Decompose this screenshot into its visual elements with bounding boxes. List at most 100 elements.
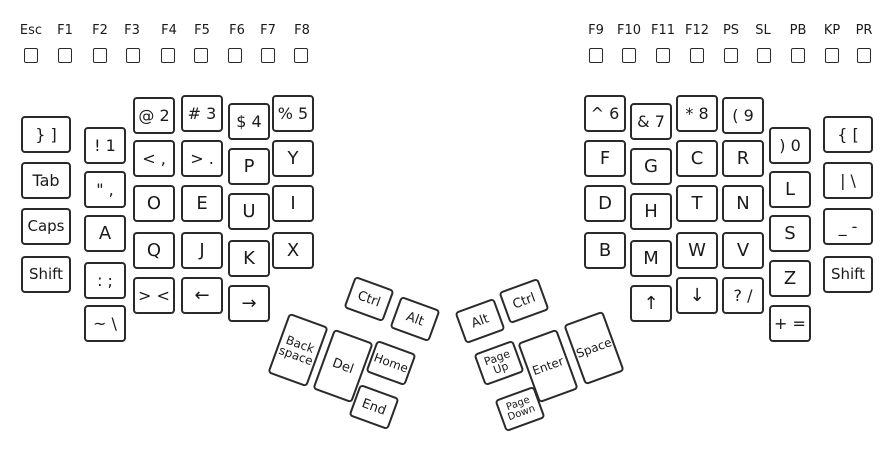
key-x[interactable]: X	[272, 232, 314, 269]
function-key-label: KP	[823, 23, 841, 38]
key-quote[interactable]: " ,	[84, 171, 126, 208]
function-key[interactable]	[757, 48, 771, 63]
key-comma[interactable]: < ,	[133, 140, 175, 177]
key-label: G	[644, 155, 658, 177]
function-key[interactable]	[690, 48, 704, 63]
key-n[interactable]: N	[722, 185, 764, 222]
key-label: ~ \	[93, 313, 117, 333]
function-key[interactable]	[857, 48, 871, 63]
function-key[interactable]	[261, 48, 275, 63]
key-2[interactable]: @ 2	[133, 97, 175, 134]
key-label: ↓	[689, 284, 705, 306]
function-key[interactable]	[294, 48, 308, 63]
key-ctrl-right[interactable]: Ctrl	[498, 277, 550, 325]
key-label: & 7	[637, 111, 665, 131]
key-angle[interactable]: > <	[133, 277, 175, 314]
key-ctrl-left[interactable]: Ctrl	[343, 275, 395, 323]
key-o[interactable]: O	[133, 185, 175, 222]
key-e[interactable]: E	[181, 185, 223, 222]
key-u[interactable]: U	[228, 193, 270, 230]
function-key-label: PR	[855, 23, 873, 38]
key-5[interactable]: % 5	[272, 95, 314, 132]
key-period[interactable]: > .	[181, 140, 223, 177]
key-equals[interactable]: + =	[769, 305, 811, 342]
function-key[interactable]	[58, 48, 72, 63]
key-l[interactable]: L	[769, 171, 811, 208]
key-tab[interactable]: Tab	[21, 162, 71, 199]
key-underscore[interactable]: _ -	[823, 208, 873, 245]
key-y[interactable]: Y	[272, 140, 314, 177]
function-key[interactable]	[656, 48, 670, 63]
key-arrow-down[interactable]: ↓	[676, 277, 718, 314]
function-key[interactable]	[589, 48, 603, 63]
key-label: Y	[287, 147, 299, 169]
key-home[interactable]: Home	[365, 339, 417, 387]
key-label: O	[146, 192, 162, 214]
function-key-label: F9	[588, 23, 604, 38]
key-w[interactable]: W	[676, 232, 718, 269]
key-arrow-up[interactable]: ↑	[630, 285, 672, 322]
key-label: X	[286, 239, 300, 261]
key-label: Alt	[404, 308, 426, 330]
function-key[interactable]	[825, 48, 839, 63]
key-a[interactable]: A	[84, 215, 126, 252]
key-alt-left[interactable]: Alt	[389, 295, 441, 343]
function-key[interactable]	[161, 48, 175, 63]
key-4[interactable]: $ 4	[228, 103, 270, 140]
function-key[interactable]	[24, 48, 38, 63]
key-brace-bracket[interactable]: } ]	[21, 116, 71, 153]
function-key-label: F4	[161, 23, 177, 38]
key-k[interactable]: K	[228, 240, 270, 277]
key-d[interactable]: D	[584, 185, 626, 222]
key-r[interactable]: R	[722, 140, 764, 177]
key-label: S	[784, 222, 796, 244]
key-label: ( 9	[732, 105, 754, 125]
key-label: ) 0	[779, 135, 801, 155]
key-g[interactable]: G	[630, 148, 672, 185]
key-3[interactable]: # 3	[181, 95, 223, 132]
key-z[interactable]: Z	[769, 260, 811, 297]
key-label: F	[599, 147, 611, 169]
key-pipe[interactable]: | \	[823, 162, 873, 199]
key-arrow-left[interactable]: ←	[181, 277, 223, 314]
key-caps[interactable]: Caps	[21, 208, 71, 245]
function-key[interactable]	[194, 48, 208, 63]
key-alt-right[interactable]: Alt	[454, 297, 506, 345]
key-p[interactable]: P	[228, 148, 270, 185]
function-key[interactable]	[791, 48, 805, 63]
function-key[interactable]	[724, 48, 738, 63]
key-semicolon[interactable]: : ;	[84, 262, 126, 299]
key-b[interactable]: B	[584, 232, 626, 269]
key-i[interactable]: I	[272, 185, 314, 222]
key-arrow-right[interactable]: →	[228, 285, 270, 322]
key-f[interactable]: F	[584, 140, 626, 177]
key-7[interactable]: & 7	[630, 103, 672, 140]
key-c[interactable]: C	[676, 140, 718, 177]
function-key[interactable]	[622, 48, 636, 63]
function-key-label: F12	[684, 23, 710, 38]
key-j[interactable]: J	[181, 232, 223, 269]
key-t[interactable]: T	[676, 185, 718, 222]
key-0[interactable]: ) 0	[769, 127, 811, 164]
key-page-up[interactable]: Page Up	[473, 339, 525, 387]
key-slash[interactable]: ? /	[722, 277, 764, 314]
key-m[interactable]: M	[630, 240, 672, 277]
key-1[interactable]: ! 1	[84, 127, 126, 164]
function-key[interactable]	[228, 48, 242, 63]
key-6[interactable]: ^ 6	[584, 95, 626, 132]
key-s[interactable]: S	[769, 215, 811, 252]
key-9[interactable]: ( 9	[722, 97, 764, 134]
key-brace-left[interactable]: { [	[823, 116, 873, 153]
key-label: Ctrl	[510, 289, 538, 313]
key-shift-right[interactable]: Shift	[823, 256, 873, 293]
key-8[interactable]: * 8	[676, 95, 718, 132]
key-h[interactable]: H	[630, 193, 672, 230]
key-tilde[interactable]: ~ \	[84, 305, 126, 342]
key-shift-left[interactable]: Shift	[21, 256, 71, 293]
function-key[interactable]	[126, 48, 140, 63]
key-q[interactable]: Q	[133, 232, 175, 269]
function-key-label: PB	[789, 23, 807, 38]
function-key[interactable]	[93, 48, 107, 63]
key-v[interactable]: V	[722, 232, 764, 269]
